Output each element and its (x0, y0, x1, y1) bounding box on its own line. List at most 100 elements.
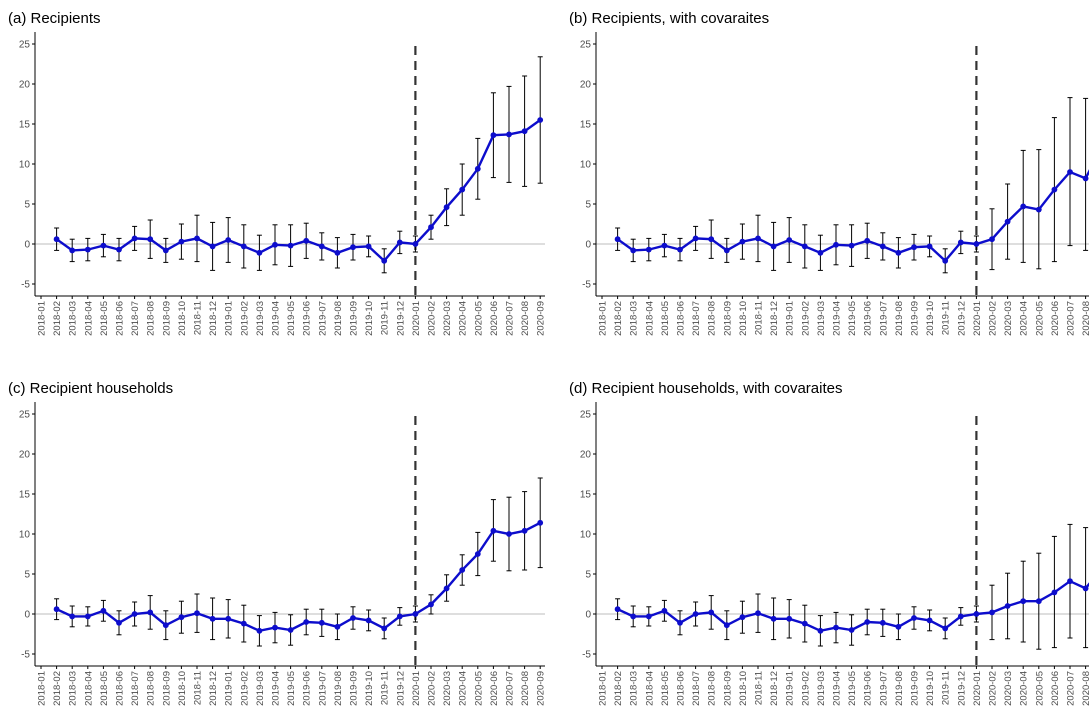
x-tick-label: 2019-08 (894, 671, 905, 706)
y-tick-label: 0 (585, 610, 591, 621)
x-tick-label: 2018-04 (644, 301, 655, 336)
data-point (1082, 585, 1089, 592)
x-tick-label: 2018-12 (208, 301, 219, 336)
x-tick-label: 2020-03 (1003, 301, 1014, 336)
x-tick-label: 2019-07 (878, 671, 889, 706)
x-tick-label: 2019-02 (239, 301, 250, 336)
data-point (848, 627, 855, 633)
x-tick-label: 2019-08 (333, 671, 344, 706)
x-tick-label: 2020-02 (988, 671, 999, 706)
data-point (723, 247, 730, 254)
x-tick-label: 2019-12 (956, 671, 967, 706)
x-tick-label: 2019-12 (395, 301, 406, 336)
x-tick-label: 2019-08 (894, 301, 905, 336)
x-tick-label: 2019-03 (255, 301, 266, 336)
x-tick-label: 2018-11 (754, 671, 765, 705)
x-tick-label: 2019-05 (847, 301, 858, 336)
x-tick-label: 2019-04 (832, 671, 843, 706)
x-tick-label: 2019-03 (816, 301, 827, 336)
y-tick-label: 25 (580, 40, 592, 51)
x-tick-label: 2018-07 (691, 301, 702, 336)
data-point (256, 249, 263, 256)
data-point (645, 613, 652, 620)
x-tick-label: 2018-03 (68, 671, 79, 706)
data-point (147, 236, 154, 243)
data-point (490, 132, 497, 139)
data-point (272, 624, 278, 631)
data-point (240, 620, 247, 627)
x-tick-label: 2019-02 (239, 671, 250, 706)
data-point (739, 614, 746, 621)
data-point (973, 611, 980, 617)
y-tick-label: 5 (24, 570, 30, 581)
y-tick-label: 5 (585, 200, 591, 211)
data-point (100, 242, 107, 249)
x-tick-label: 2019-09 (349, 671, 360, 706)
y-tick-label: 15 (19, 120, 31, 131)
y-tick-label: 25 (19, 40, 31, 51)
x-tick-label: 2018-04 (83, 301, 94, 336)
data-point (209, 243, 216, 250)
y-tick-label: 20 (580, 80, 592, 91)
data-point (989, 236, 995, 243)
y-tick-label: 10 (580, 530, 592, 541)
x-tick-label: 2020-05 (473, 671, 484, 706)
x-tick-label: 2020-06 (1050, 301, 1061, 336)
y-tick-label: 15 (19, 490, 31, 501)
panel-d-title: (d) Recipient households, with covaraite… (569, 380, 842, 397)
x-tick-label: 2020-03 (442, 301, 453, 336)
x-tick-label: 2019-06 (302, 301, 313, 336)
data-point (879, 619, 886, 626)
x-tick-label: 2019-06 (863, 671, 874, 706)
x-tick-label: 2020-08 (1081, 671, 1089, 706)
data-point (708, 609, 715, 616)
data-point (474, 165, 481, 172)
data-point (194, 235, 200, 242)
x-tick-label: 2020-02 (427, 671, 438, 706)
x-tick-label: 2018-12 (769, 301, 780, 336)
x-tick-label: 2018-06 (115, 301, 126, 336)
x-tick-label: 2018-02 (52, 671, 63, 706)
x-tick-label: 2020-06 (489, 671, 500, 706)
data-point (770, 615, 777, 622)
data-point (1082, 175, 1089, 182)
panel-a: (a) Recipients -5 0 5 10 15 20 25 2018-01 2018-0… (8, 10, 547, 336)
data-point (537, 519, 544, 526)
data-point (957, 613, 964, 620)
y-tick-label: 15 (580, 120, 592, 131)
x-tick-label: 2019-01 (785, 301, 796, 336)
x-tick-label: 2019-07 (878, 301, 889, 336)
data-point (116, 619, 122, 626)
plot-area (53, 416, 544, 666)
x-tick-label: 2018-01 (598, 671, 609, 706)
x-tick-label: 2019-10 (925, 671, 936, 706)
y-tick-label: 5 (24, 200, 30, 211)
data-point (350, 615, 356, 621)
panel-d: (d) Recipient households, with covaraite… (569, 380, 1089, 706)
y-tick-label: 10 (19, 530, 31, 541)
data-point (318, 243, 325, 250)
data-point (303, 237, 310, 244)
data-point (911, 244, 917, 251)
data-point (926, 617, 933, 624)
x-tick-label: 2020-02 (988, 301, 999, 336)
data-point (506, 131, 512, 138)
data-point (677, 619, 683, 626)
data-point (1004, 218, 1011, 225)
x-tick-label: 2020-01 (972, 671, 983, 706)
data-point (521, 128, 528, 135)
data-point (412, 611, 419, 617)
x-tick-label: 2019-06 (302, 671, 313, 706)
data-point (428, 224, 434, 231)
x-tick-label: 2019-11 (380, 301, 391, 335)
data-point (879, 243, 886, 250)
x-tick-label: 2019-04 (271, 671, 282, 706)
x-tick-label: 2019-11 (380, 671, 391, 705)
series-line (55, 119, 541, 263)
x-tick-label: 2019-03 (816, 671, 827, 706)
panel-a-title: (a) Recipients (8, 10, 101, 27)
data-point (692, 235, 699, 242)
x-tick-label: 2018-05 (660, 671, 671, 706)
y-tick-label: 0 (24, 240, 30, 251)
data-point (692, 611, 699, 617)
